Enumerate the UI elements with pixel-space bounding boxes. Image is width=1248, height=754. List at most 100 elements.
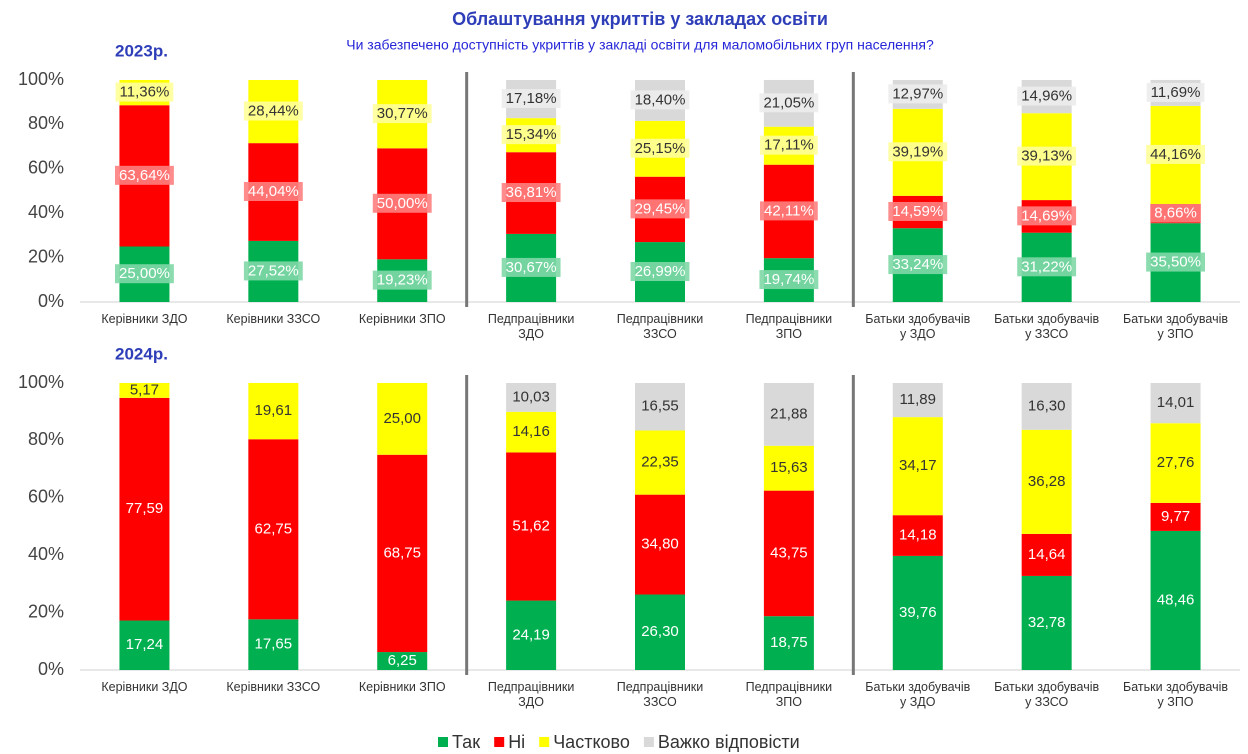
x-tick-label: Керівники ЗПО (358, 312, 446, 326)
x-tick-label: Батьки здобувачів у ЗДО (865, 312, 971, 341)
bar-segment (635, 430, 685, 495)
label-box (115, 165, 174, 185)
label-box (372, 104, 432, 124)
bar-segment (248, 382, 299, 440)
bar-segment (248, 619, 299, 670)
label-box (1146, 252, 1205, 272)
bar-segment (1150, 502, 1201, 531)
label-box (630, 199, 690, 219)
data-label: 22,35 (641, 454, 679, 471)
label-box (115, 82, 174, 102)
label-box (1017, 146, 1077, 166)
data-label: 14,96% (1021, 88, 1072, 105)
label-box (1146, 82, 1205, 102)
label-box (501, 183, 561, 203)
x-tick-label: Батьки здобувачів у ЗЗСО (994, 680, 1100, 709)
bar-segment (892, 555, 943, 670)
x-tick-label: Керівники ЗДО (101, 680, 188, 694)
label-box (501, 257, 561, 277)
label-box (630, 90, 690, 110)
data-label: 12,97% (892, 85, 943, 102)
bar-segment (377, 383, 428, 455)
data-label: 11,69% (1151, 84, 1201, 101)
data-label: 27,76 (1157, 454, 1195, 471)
bar-segment (1150, 383, 1201, 424)
data-label: 14,01 (1157, 394, 1195, 411)
data-label: 36,28 (1028, 473, 1066, 490)
data-label: 17,65 (255, 636, 293, 653)
y-tick-label: 60% (28, 158, 64, 178)
label-box (888, 142, 948, 162)
label-box (888, 201, 948, 221)
data-label: 44,04% (248, 183, 299, 200)
label-box (115, 264, 174, 284)
data-label: 15,34% (506, 126, 557, 143)
data-label: 17,24 (126, 636, 164, 653)
label-box (501, 89, 561, 109)
data-label: 50,00% (377, 195, 428, 212)
label-box (1146, 144, 1205, 164)
bar-segment (1021, 575, 1072, 670)
y-tick-label: 80% (28, 429, 64, 449)
data-label: 29,45% (635, 200, 686, 217)
data-label: 26,30 (641, 623, 679, 640)
data-label: 18,40% (635, 91, 686, 108)
x-tick-label: Педпрацівники ЗДО (487, 312, 575, 341)
y-tick-label: 60% (28, 487, 64, 507)
data-label: 39,13% (1021, 148, 1072, 165)
legend-swatch (438, 737, 448, 747)
bar-segment (763, 445, 814, 491)
data-label: 48,46 (1157, 591, 1195, 608)
y-tick-label: 100% (18, 69, 64, 89)
data-label: 35,50% (1150, 254, 1201, 271)
data-label: 5,17 (130, 381, 159, 398)
x-tick-label: Педпрацівники ЗЗСО (616, 312, 704, 341)
panel-title: 2023р. (115, 41, 168, 60)
x-tick-label: Керівники ЗЗСО (226, 680, 321, 694)
bar-segment (1021, 383, 1072, 430)
data-label: 25,15% (635, 140, 686, 157)
data-label: 51,62 (512, 517, 550, 534)
data-label: 14,69% (1021, 207, 1072, 224)
label-box (630, 138, 690, 158)
label-box (243, 101, 303, 121)
bar-segment (248, 439, 299, 620)
label-box (760, 135, 818, 155)
bar-segment (119, 397, 170, 621)
label-box (1017, 86, 1077, 106)
data-label: 11,89 (900, 391, 936, 408)
data-label: 28,44% (248, 103, 299, 120)
label-box (888, 84, 948, 104)
x-tick-label: Керівники ЗЗСО (226, 312, 321, 326)
data-label: 25,00% (119, 265, 170, 282)
data-label: 24,19 (512, 626, 550, 643)
data-label: 77,59 (126, 500, 164, 517)
y-tick-label: 0% (38, 291, 64, 311)
bar-segment (1150, 530, 1201, 670)
data-label: 63,64% (119, 167, 170, 184)
bar-segment (635, 494, 685, 595)
data-label: 8,66% (1154, 205, 1197, 222)
y-tick-label: 40% (28, 202, 64, 222)
y-tick-label: 40% (28, 544, 64, 564)
data-label: 14,64 (1028, 546, 1066, 563)
bar-segment (763, 616, 814, 670)
x-tick-label: Педпрацівники ЗЗСО (616, 680, 704, 709)
data-label: 21,05% (763, 94, 814, 111)
chart-title: Облаштування укриттів у закладах освіти (452, 9, 828, 29)
x-tick-label: Керівники ЗПО (358, 680, 446, 694)
y-tick-label: 80% (28, 113, 64, 133)
x-tick-label: Батьки здобувачів у ЗДО (865, 680, 971, 709)
legend-label: Так (452, 732, 480, 752)
data-label: 32,78 (1028, 614, 1066, 631)
data-label: 33,24% (892, 256, 943, 273)
chart-subtitle: Чи забезпечено доступність укриттів у за… (346, 37, 934, 53)
data-label: 26,99% (635, 263, 686, 280)
data-label: 17,18% (506, 90, 557, 107)
data-label: 25,00 (383, 410, 421, 427)
data-label: 42,11% (764, 202, 814, 219)
bar-segment (119, 383, 170, 398)
data-label: 14,16 (512, 423, 550, 440)
bar-segment (763, 382, 814, 446)
